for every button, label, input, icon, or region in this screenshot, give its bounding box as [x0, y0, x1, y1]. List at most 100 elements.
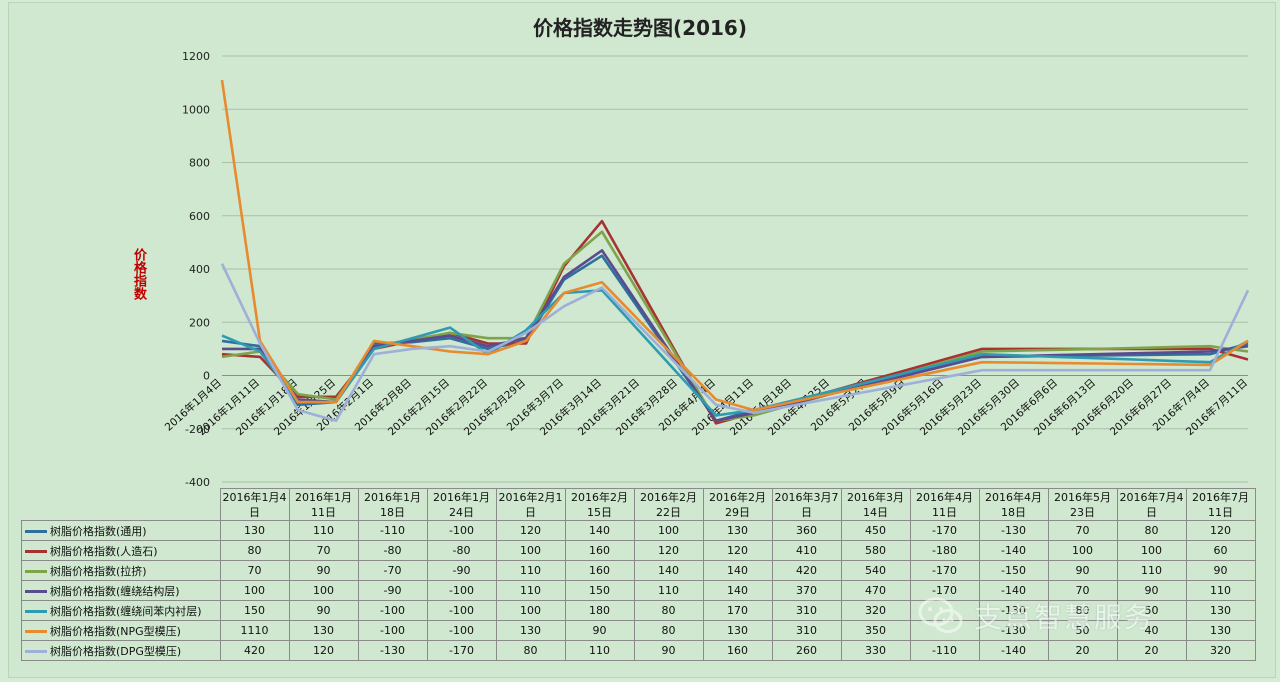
table-cell: 130 [219, 520, 290, 541]
table-cell: 160 [564, 560, 635, 581]
table-cell: -100 [426, 620, 497, 641]
legend-label: 树脂价格指数(缠绕结构层) [50, 584, 180, 598]
table-cell: 360 [771, 520, 842, 541]
table-cell: 90 [1047, 560, 1118, 581]
table-cell: -80 [426, 540, 497, 561]
table-row: 树脂价格指数(拉挤) 70 90 -70 -90 110 160 140 140 420 540 -1… [21, 560, 1256, 581]
line-chart: -400-2000200400600800100012002016年1月4日20… [162, 50, 1250, 489]
table-cell: -170 [426, 640, 497, 661]
table-cell: 370 [771, 580, 842, 601]
table-column-header: 2016年2月22日 [633, 488, 704, 521]
chart-title: 价格指数走势图(2016) [533, 16, 747, 40]
table-row: 树脂价格指数(缠绕结构层) 100 100 -90 -100 110 150 110 140 37… [21, 580, 1256, 601]
table-row: 树脂价格指数(通用) 130 110 -110 -100 120 140 100 130 360 4… [21, 520, 1256, 541]
table-column-header: 2016年4月11日 [909, 488, 980, 521]
table-cell: 110 [288, 520, 359, 541]
table-row: 树脂价格指数(DPG型模压) 420 120 -130 -170 80 110 90 160 26… [21, 640, 1256, 661]
table-cell: 100 [219, 580, 290, 601]
table-cell: 100 [633, 520, 704, 541]
table-cell: 110 [495, 560, 566, 581]
table-cell: -70 [357, 560, 428, 581]
table-cell: 70 [288, 540, 359, 561]
legend-key [25, 550, 47, 553]
table-cell: 110 [495, 580, 566, 601]
table-cell: 310 [771, 600, 842, 621]
table-cell: -170 [909, 580, 980, 601]
legend-label: 树脂价格指数(人造石) [50, 544, 158, 558]
table-cell: -150 [978, 560, 1049, 581]
watermark: 支点智慧服务 [918, 588, 1248, 644]
table-cell: 90 [1185, 560, 1256, 581]
table-cell: 140 [702, 560, 773, 581]
legend-label: 树脂价格指数(DPG型模压) [50, 644, 182, 658]
table-column-header: 2016年7月4日 [1116, 488, 1187, 521]
table-cell: 20 [1116, 640, 1187, 661]
table-cell: 120 [633, 540, 704, 561]
legend-entry: 树脂价格指数(NPG型模压) [21, 620, 221, 641]
table-column-header: 2016年2月29日 [702, 488, 773, 521]
table-cell: 130 [702, 520, 773, 541]
series-line [220, 79, 1249, 412]
legend-key [25, 570, 47, 573]
y-tick-label: 600 [189, 210, 210, 223]
table-cell: -130 [978, 600, 1049, 621]
table-cell: -140 [978, 640, 1049, 661]
table-cell: -100 [357, 620, 428, 641]
table-cell: 100 [495, 600, 566, 621]
legend-label: 树脂价格指数(通用) [50, 524, 147, 538]
table-cell: 100 [1047, 540, 1118, 561]
table-cell: 310 [771, 620, 842, 641]
table-cell: 580 [840, 540, 911, 561]
y-tick-label: 1200 [182, 50, 210, 63]
table-cell: 90 [288, 560, 359, 581]
table-cell: 180 [564, 600, 635, 621]
table-cell: -80 [357, 540, 428, 561]
table-cell: 80 [219, 540, 290, 561]
table-cell: 120 [702, 540, 773, 561]
table-cell: -130 [978, 520, 1049, 541]
table-column-header: 2016年7月11日 [1185, 488, 1256, 521]
table-header-row: 2016年1月4日 2016年1月11日 2016年1月18日 2016年1月24日 2… [21, 488, 1256, 521]
table-cell: 410 [771, 540, 842, 561]
table-cell: -90 [357, 580, 428, 601]
table-cell: 140 [564, 520, 635, 541]
table-cell: 140 [633, 560, 704, 581]
y-tick-label: 800 [189, 157, 210, 170]
table-cell: 90 [633, 640, 704, 661]
table-cell: 320 [840, 600, 911, 621]
table-column-header: 2016年3月14日 [840, 488, 911, 521]
table-column-header: 2016年2月1日 [495, 488, 566, 521]
table-cell: -170 [909, 560, 980, 581]
legend-label: 树脂价格指数(拉挤) [50, 564, 147, 578]
table-column-header: 2016年1月24日 [426, 488, 497, 521]
table-column-header: 2016年1月18日 [357, 488, 428, 521]
legend-key [25, 650, 47, 653]
legend-key [25, 530, 47, 533]
table-cell: 100 [1116, 540, 1187, 561]
table-cell: -100 [357, 600, 428, 621]
table-cell: 130 [495, 620, 566, 641]
table-cell: 110 [1116, 560, 1187, 581]
table-column-header: 2016年3月7日 [771, 488, 842, 521]
data-table: 2016年1月4日 2016年1月11日 2016年1月18日 2016年1月24日 2… [21, 488, 1256, 661]
table-column-header: 2016年4月18日 [978, 488, 1049, 521]
table-cell: 130 [702, 620, 773, 641]
table-cell: -130 [357, 640, 428, 661]
table-cell: 470 [840, 580, 911, 601]
legend-key [25, 590, 47, 593]
y-tick-label: 1000 [182, 103, 210, 116]
table-cell: 100 [288, 580, 359, 601]
table-cell: -110 [357, 520, 428, 541]
table-cell: -90 [426, 560, 497, 581]
table-column-header: 2016年1月4日 [219, 488, 290, 521]
table-cell: 320 [1185, 640, 1256, 661]
watermark-text: 支点智慧服务 [974, 601, 1155, 634]
table-cell: 80 [1116, 520, 1187, 541]
table-cell: 140 [702, 580, 773, 601]
table-cell: 20 [1047, 640, 1118, 661]
y-axis-label: 价格指数 [131, 248, 146, 300]
table-column-header: 2016年1月11日 [288, 488, 359, 521]
table-body: 树脂价格指数(通用) 130 110 -110 -100 120 140 100 130 360 4… [21, 520, 1256, 661]
table-cell: -100 [426, 580, 497, 601]
y-tick-label: 200 [189, 316, 210, 329]
